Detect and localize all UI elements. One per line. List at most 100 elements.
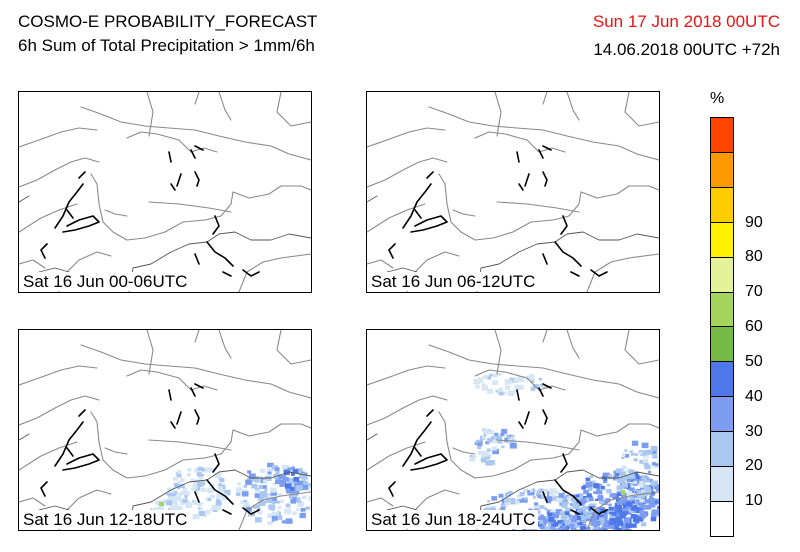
- precip-probability-cell: [198, 507, 202, 510]
- precip-probability-cell: [254, 489, 259, 493]
- precip-probability-cell: [611, 511, 617, 516]
- lake-outline: [542, 171, 548, 187]
- precip-probability-cell: [605, 521, 610, 525]
- precip-probability-cell: [533, 504, 540, 510]
- precip-probability-cell: [236, 487, 243, 493]
- precip-probability-cell: [635, 474, 640, 478]
- precip-probability-cell: [516, 494, 523, 499]
- precip-probability-cell: [308, 496, 311, 501]
- precip-probability-cell: [555, 528, 560, 530]
- colorbar: [710, 117, 734, 537]
- border-line: [367, 433, 378, 441]
- border-line: [126, 131, 218, 153]
- border-line: [90, 173, 234, 241]
- precip-probability-cell: [606, 519, 611, 522]
- lake-outline: [242, 507, 260, 515]
- precip-probability-cell: [555, 490, 560, 494]
- border-line: [367, 195, 378, 203]
- lake-outline: [426, 171, 434, 179]
- precip-probability-cell: [251, 483, 258, 489]
- precip-probability-cell: [247, 470, 252, 474]
- precip-probability-cell: [281, 475, 287, 480]
- precip-probability-cell: [248, 473, 256, 479]
- lake-outline: [570, 271, 580, 277]
- precip-probability-cell: [271, 515, 278, 521]
- panel-time-label: Sat 16 Jun 00-06UTC: [20, 272, 191, 291]
- lake-outline: [414, 447, 422, 457]
- precip-probability-cell: [547, 521, 551, 525]
- precip-probability-cell: [601, 514, 608, 519]
- border-line: [452, 447, 476, 455]
- precip-probability-cell: [644, 464, 651, 470]
- lake-outline: [176, 411, 182, 425]
- precip-probability-cell: [505, 492, 511, 497]
- lake-outline: [194, 145, 204, 151]
- precip-probability-cell: [503, 391, 507, 395]
- precip-probability-cell: [299, 474, 304, 478]
- precip-probability-cell: [639, 484, 645, 488]
- precip-probability-cell: [289, 489, 295, 494]
- precip-probability-cell: [300, 508, 306, 512]
- precip-probability-cell: [562, 490, 567, 494]
- precip-probability-cell: [546, 496, 553, 502]
- precip-probability-cell: [192, 485, 198, 489]
- precip-probability-cell: [532, 496, 536, 499]
- precip-probability-cell: [548, 492, 555, 498]
- precip-probability-cell: [609, 515, 616, 521]
- precip-probability-cell: [267, 521, 272, 525]
- precip-probability-cell: [533, 490, 537, 494]
- precip-probability-cell: [544, 507, 548, 511]
- precip-probability-cell: [571, 515, 578, 520]
- precip-probability-cell: [619, 485, 624, 489]
- lake-outline: [194, 491, 200, 503]
- precip-probability-cell: [485, 441, 490, 445]
- precip-probability-cell: [620, 514, 626, 519]
- precip-probability-cell: [526, 375, 533, 381]
- precip-probability-cell: [486, 448, 491, 452]
- precip-probability-cell: [558, 493, 565, 498]
- precip-probability-cell: [561, 503, 568, 509]
- lake-outline: [212, 215, 220, 235]
- precip-probability-cell: [473, 455, 477, 458]
- precip-probability-cell: [482, 383, 486, 386]
- precip-probability-cell: [564, 499, 568, 502]
- precip-probability-cell: [482, 436, 487, 440]
- precip-probability-cell: [633, 458, 638, 462]
- precip-probability-cell: [497, 387, 503, 393]
- precip-probability-cell: [290, 483, 296, 488]
- precip-probability-cell: [498, 373, 502, 376]
- precip-probability-cell: [275, 471, 280, 475]
- precip-probability-cell: [514, 384, 520, 389]
- precip-probability-cell: [589, 517, 596, 523]
- precip-probability-cell: [615, 477, 619, 481]
- precip-probability-cell: [645, 504, 651, 510]
- precip-probability-cell: [254, 493, 261, 498]
- precip-probability-cell: [277, 493, 283, 497]
- precip-probability-cell: [603, 479, 608, 484]
- precip-probability-cell: [632, 471, 639, 476]
- panel-time-label: Sat 16 Jun 12-18UTC: [20, 510, 191, 529]
- precip-probability-cell: [281, 520, 286, 524]
- precip-probability-cell: [236, 492, 241, 496]
- precip-probability-cell: [655, 487, 659, 492]
- precip-probability-cell: [579, 499, 586, 505]
- precip-probability-cell: [179, 484, 185, 489]
- precip-probability-cell: [615, 514, 619, 518]
- colorbar-box: [711, 291, 733, 327]
- precip-probability-cell: [217, 486, 223, 491]
- precip-probability-cell: [492, 448, 499, 455]
- precip-probability-cell: [643, 462, 649, 467]
- precip-probability-cell: [613, 470, 618, 474]
- colorbar-box: [711, 361, 733, 397]
- precip-probability-cell: [301, 495, 307, 500]
- precip-probability-cell: [505, 385, 511, 390]
- precip-probability-cell: [552, 495, 559, 501]
- lake-outline: [542, 491, 548, 503]
- precip-probability-cell: [553, 520, 557, 524]
- precip-probability-cell: [639, 480, 644, 485]
- precip-probability-cell: [573, 500, 578, 504]
- colorbar-tick-label: 40: [745, 387, 763, 405]
- precip-probability-cell: [475, 385, 480, 389]
- border-line: [566, 92, 580, 121]
- precip-probability-cell: [592, 528, 598, 530]
